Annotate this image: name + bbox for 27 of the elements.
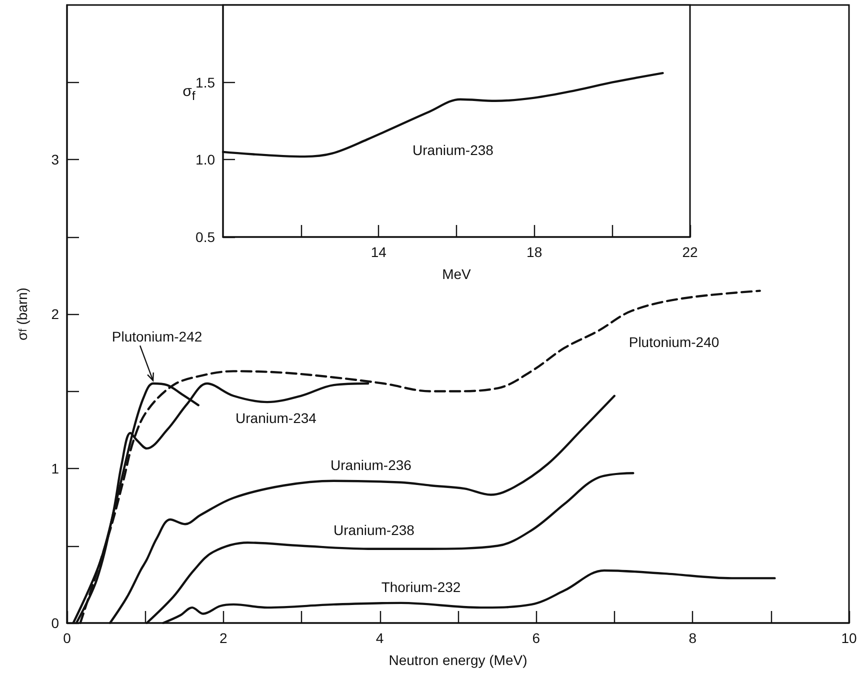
annotation: Uranium-234 xyxy=(236,410,317,426)
annotation: Thorium-232 xyxy=(381,579,461,595)
x-axis-title: MeV xyxy=(442,266,472,282)
x-tick-label: 8 xyxy=(688,630,697,646)
x-tick-label: 18 xyxy=(526,244,542,260)
x-tick-label: 14 xyxy=(370,244,387,260)
x-axis-title: Neutron energy (MeV) xyxy=(388,652,528,668)
y-tick-label: 1.0 xyxy=(196,152,216,168)
y-tick-label: 1 xyxy=(51,460,60,476)
annotation: Plutonium-242 xyxy=(112,328,202,345)
y-axis-title: σ$_{f}$ xyxy=(182,82,196,103)
x-tick-label: 22 xyxy=(682,244,698,260)
x-tick-label: 10 xyxy=(841,630,857,646)
x-tick-label: 4 xyxy=(376,630,384,646)
y-tick-label: 0.5 xyxy=(196,229,216,245)
y-axis-title: σf (barn) xyxy=(14,288,30,340)
y-tick-label: 3 xyxy=(51,152,60,168)
x-tick-label: 0 xyxy=(63,630,72,646)
annotation: Plutonium-240 xyxy=(628,334,720,350)
annotation: Uranium-238 xyxy=(334,522,415,538)
annotation: Uranium-238 xyxy=(412,142,494,158)
annotation: Uranium-236 xyxy=(330,457,412,473)
x-tick-label: 6 xyxy=(532,630,540,646)
x-tick-label: 2 xyxy=(220,630,228,646)
y-tick-label: 0 xyxy=(51,615,60,631)
y-tick-label: 1.5 xyxy=(196,74,216,90)
y-tick-label: 2 xyxy=(51,306,60,322)
